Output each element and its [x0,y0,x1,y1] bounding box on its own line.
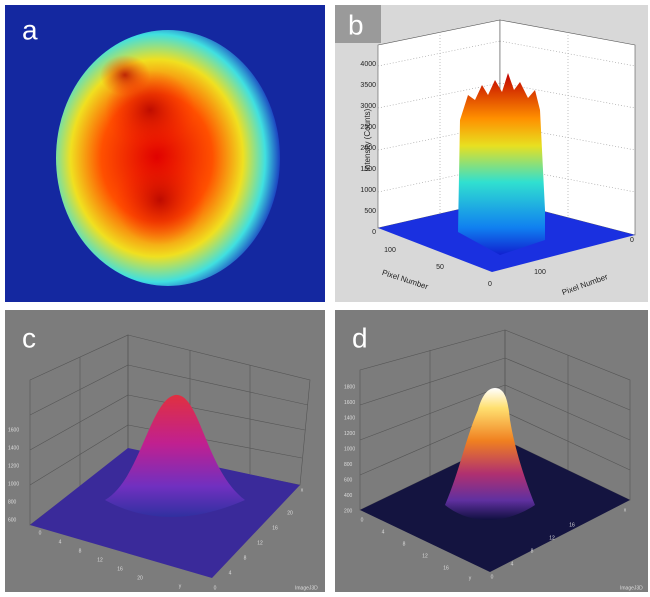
tick-label: 2500 [360,124,376,131]
tick-label: 0 [214,585,217,591]
tick-label: 1200 [344,431,355,437]
tick-label: 1600 [344,400,355,406]
tick-label: 1600 [8,427,19,433]
peak-surface [445,388,535,520]
tick-label: 50 [436,264,444,271]
tick-label: 1200 [8,463,19,469]
tick-label: 12 [97,557,103,563]
tick-label: 16 [443,565,449,571]
label-box [335,5,381,43]
tick-label: 4000 [360,61,376,68]
credit: ImageJ3D [295,585,318,591]
tick-label: 12 [549,535,555,541]
tick-label: 0 [488,281,492,288]
hot-spot [100,55,150,95]
tick-label: 8 [403,541,406,547]
tick-label: 0 [491,574,494,580]
grid [377,32,636,218]
panel-a: a [5,5,325,302]
tick-label: 800 [344,462,353,468]
tick-label: 400 [344,493,353,499]
tick-label: y [179,583,182,589]
tick-label: 1400 [344,415,355,421]
panel-d: 1800 1600 1400 1200 1000 800 600 400 200 0 4 8 12 16 0… [335,310,648,592]
tick-label: 1000 [344,446,355,452]
tick-label: 100 [534,269,546,276]
tick-label: y [469,575,472,581]
tick-label: 20 [287,510,293,516]
panel-label: d [352,322,368,353]
tick-label: 0 [372,229,376,236]
tick-label: 8 [531,548,534,554]
tick-label: 600 [8,517,17,523]
tick-label: 8 [244,555,247,561]
tick-label: 3500 [360,82,376,89]
tick-label: 200 [344,508,353,514]
tick-label: 1400 [8,445,19,451]
credit: ImageJ3D [620,585,643,591]
tick-label: 1500 [360,166,376,173]
tick-label: x [624,507,627,513]
hot-spot [115,155,205,245]
tick-label: 4 [229,570,232,576]
tick-label: 2000 [360,145,376,152]
tick-label: 20 [137,575,143,581]
panel-label: b [348,9,364,40]
tick-label: 100 [384,247,396,254]
panel-b: 4000350030002500200015001000500010050010… [335,5,648,302]
tick-label: 4 [59,539,62,545]
tick-label: 12 [257,540,263,546]
tick-label: 0 [630,237,634,244]
tick-label: x [301,487,304,493]
tick-label: 16 [117,566,123,572]
tick-label: 8 [79,548,82,554]
panel-c: 1600 1400 1200 1000 800 600 0 4 8 12 16 20 0 4 8 12 16 20… [5,310,325,592]
tick-label: 1000 [8,481,19,487]
tick-label: 1000 [360,187,376,194]
axis-label: Intensity (Counts) [363,108,372,171]
tick-label: 4 [511,561,514,567]
tick-label: 16 [569,522,575,528]
tick-label: 12 [422,553,428,559]
tick-label: 1800 [344,384,355,390]
peak-surface [458,73,545,255]
tick-label: 500 [364,208,376,215]
tick-label: 3000 [360,103,376,110]
panel-label: a [22,14,38,45]
panel-label: c [22,322,36,353]
peak-surface [105,394,245,517]
tick-label: 800 [8,499,17,505]
tick-label: 600 [344,477,353,483]
tick-label: 0 [361,517,364,523]
tick-label: 4 [382,529,385,535]
tick-label: 16 [272,525,278,531]
tick-label: 0 [39,530,42,536]
